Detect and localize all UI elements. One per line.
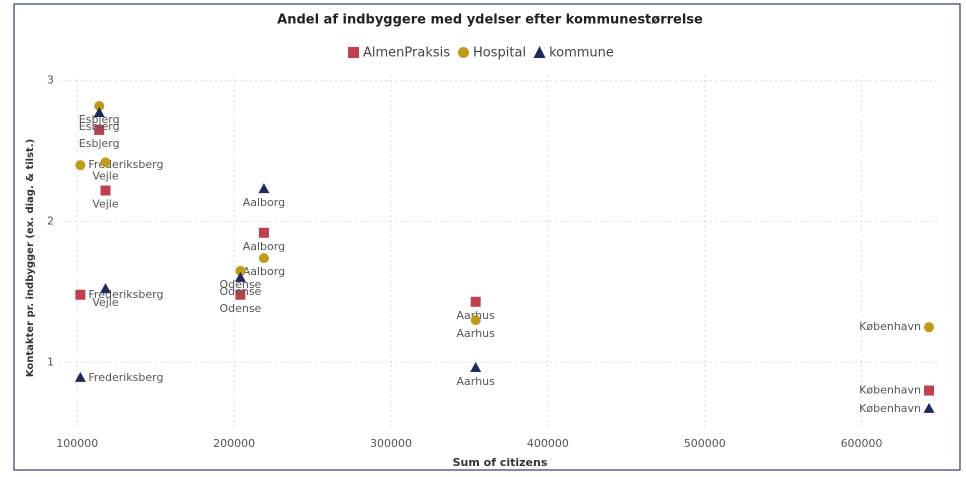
marker-circle bbox=[470, 315, 481, 326]
legend-marker bbox=[533, 46, 546, 58]
x-tick-label: 400000 bbox=[527, 437, 569, 450]
marker-triangle bbox=[234, 271, 246, 282]
data-label: Aalborg bbox=[243, 196, 285, 209]
marker-triangle bbox=[99, 283, 111, 294]
data-label: Odense bbox=[219, 278, 261, 291]
marker-square bbox=[75, 289, 86, 300]
y-tick-label: 1 bbox=[47, 355, 54, 368]
data-label: Esbjerg bbox=[79, 137, 120, 150]
data-label: København bbox=[859, 402, 921, 415]
legend-marker bbox=[348, 47, 359, 58]
marker-triangle bbox=[923, 402, 935, 413]
marker-circle bbox=[100, 157, 111, 168]
marker-circle bbox=[924, 322, 935, 333]
marker-square bbox=[94, 124, 105, 135]
data-label: Aalborg bbox=[243, 265, 285, 278]
chart-border bbox=[13, 3, 961, 471]
legend-label: Hospital bbox=[473, 46, 526, 61]
data-label: Esbjerg bbox=[79, 113, 120, 126]
legend-marker bbox=[458, 47, 470, 58]
data-label: Vejle bbox=[92, 296, 119, 309]
x-tick-label: 500000 bbox=[684, 437, 726, 450]
marker-square bbox=[235, 289, 246, 300]
marker-square bbox=[100, 185, 111, 196]
legend-label: kommune bbox=[549, 46, 614, 61]
marker-triangle bbox=[93, 107, 105, 118]
data-label: Vejle bbox=[92, 198, 119, 211]
data-label: Vejle bbox=[92, 169, 119, 182]
data-label: Aalborg bbox=[243, 240, 285, 253]
marker-triangle bbox=[470, 362, 482, 373]
data-label: Aarhus bbox=[457, 327, 496, 340]
x-tick-label: 100000 bbox=[56, 437, 98, 450]
x-tick-label: 200000 bbox=[213, 437, 255, 450]
data-label: Aarhus bbox=[457, 375, 496, 388]
data-label: Odense bbox=[219, 285, 261, 298]
marker-circle bbox=[75, 160, 86, 171]
marker-circle bbox=[258, 253, 269, 264]
data-label: København bbox=[859, 384, 921, 397]
marker-triangle bbox=[258, 183, 270, 194]
y-tick-label: 3 bbox=[47, 74, 54, 87]
legend-label: AlmenPraksis bbox=[363, 46, 450, 61]
data-label: Esbjerg bbox=[79, 120, 120, 133]
data-label: Odense bbox=[219, 302, 261, 315]
chart-title: Andel af indbyggere med ydelser efter ko… bbox=[277, 13, 703, 28]
x-tick-label: 600000 bbox=[841, 437, 883, 450]
marker-square bbox=[470, 296, 481, 307]
x-axis-title: Sum of citizens bbox=[453, 456, 548, 469]
marker-square bbox=[258, 227, 269, 238]
data-label: Frederiksberg bbox=[88, 371, 163, 384]
marker-circle bbox=[235, 265, 246, 276]
y-tick-label: 2 bbox=[47, 215, 54, 228]
marker-circle bbox=[94, 100, 105, 111]
marker-square bbox=[924, 385, 935, 396]
data-label: København bbox=[859, 320, 921, 333]
x-tick-label: 300000 bbox=[370, 437, 412, 450]
marker-triangle bbox=[74, 371, 86, 382]
y-axis-title: Kontakter pr. indbygger (ex. diag. & til… bbox=[25, 139, 36, 377]
